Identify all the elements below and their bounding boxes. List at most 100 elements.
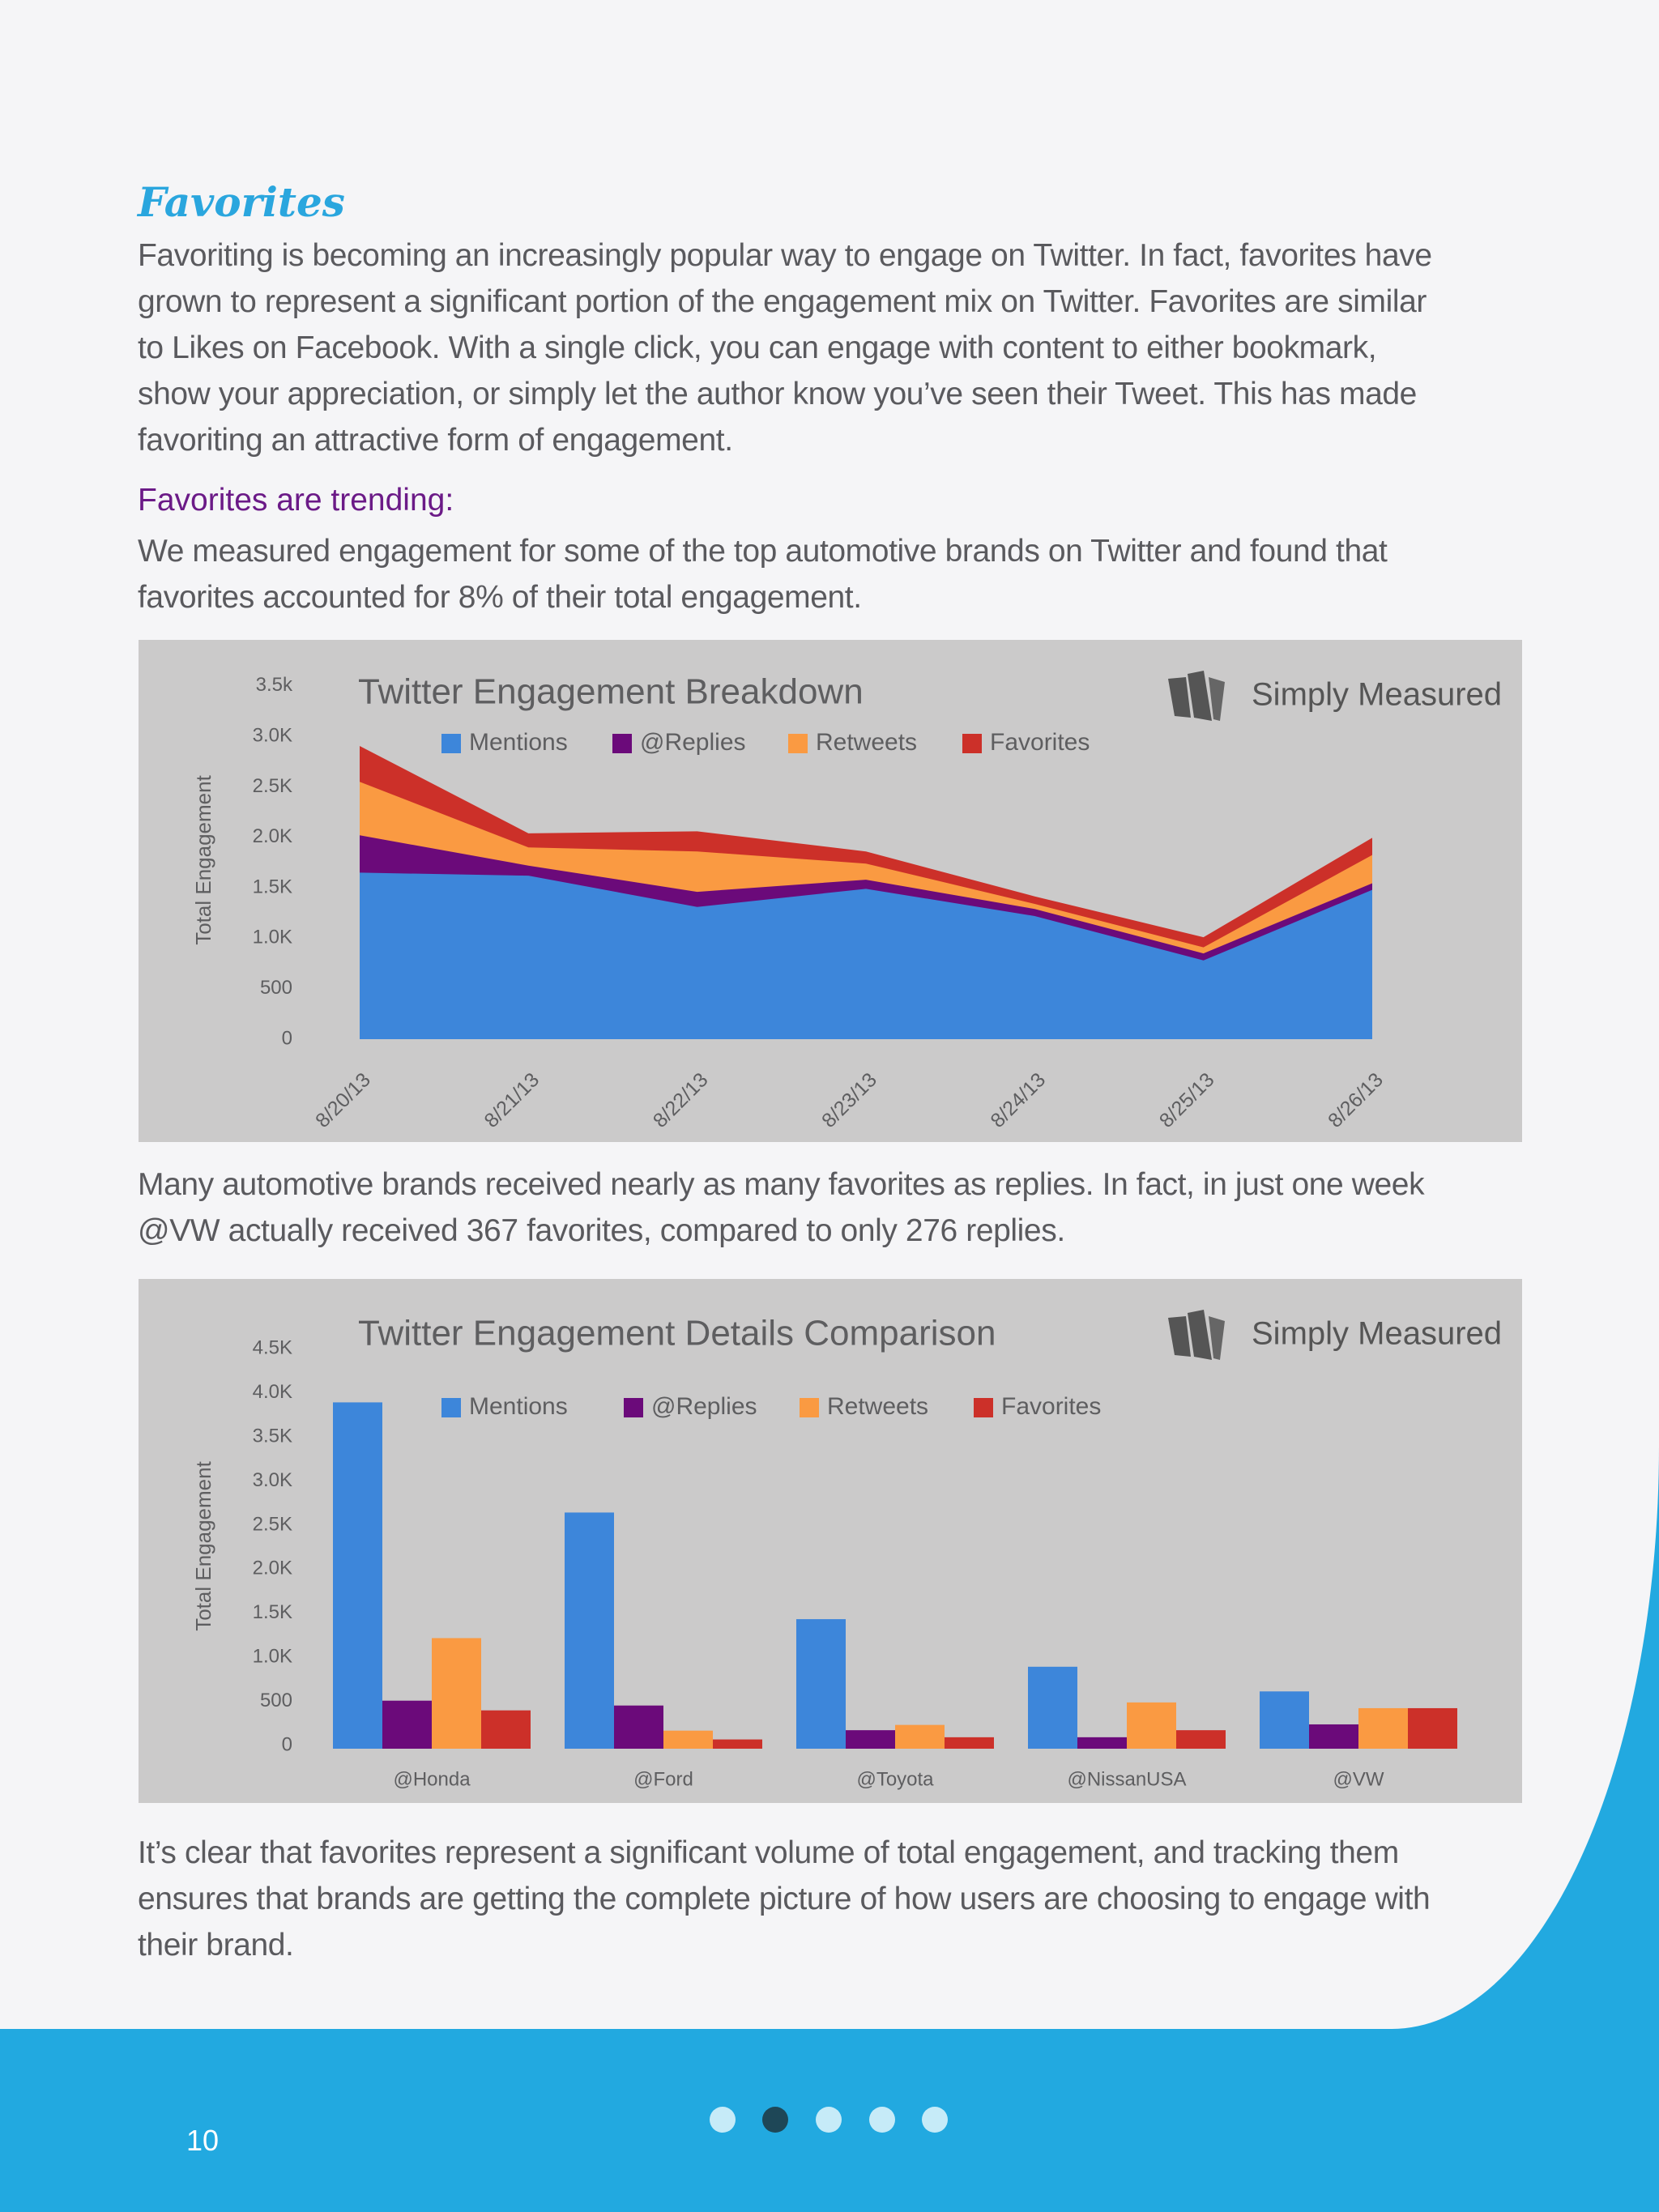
y-tick-label: 2.5K	[253, 1513, 292, 1535]
legend-swatch-retweets	[800, 1398, 819, 1417]
bar-ford-retweets	[663, 1730, 713, 1749]
bar-honda-mentions	[333, 1402, 382, 1749]
text-line: @VW actually received 367 favorites, com…	[138, 1213, 1065, 1248]
y-tick-label: 0	[282, 1733, 292, 1755]
bar-nissanusa-favorites	[1176, 1730, 1226, 1749]
page-dot-2-active[interactable]	[762, 2107, 788, 2133]
subheading: Favorites are trending:	[138, 483, 454, 518]
x-tick-label: 8/23/13	[817, 1068, 881, 1132]
bar-vw-favorites	[1408, 1707, 1457, 1749]
x-tick-label: 8/25/13	[1155, 1068, 1219, 1132]
y-tick-label: 2.5K	[253, 775, 292, 797]
logo-mark-icon	[1188, 671, 1212, 721]
bar-ford-replies	[614, 1705, 663, 1749]
x-tick-label: 8/20/13	[311, 1068, 375, 1132]
y-tick-label: 0	[282, 1027, 292, 1049]
closing-paragraph: It’s clear that favorites represent a si…	[138, 1830, 1431, 1968]
bar-honda-favorites	[481, 1710, 531, 1749]
chart-title: Twitter Engagement Details Comparison	[358, 1314, 996, 1353]
text-line: to Likes on Facebook. With a single clic…	[138, 330, 1377, 365]
x-tick-label: 8/24/13	[986, 1068, 1050, 1132]
legend-swatch-retweets	[788, 734, 808, 753]
y-tick-label: 500	[260, 1690, 292, 1711]
text-line: ensures that brands are getting the comp…	[138, 1882, 1431, 1916]
y-tick-label: 3.0K	[253, 725, 292, 747]
intro-paragraph: Favoriting is becoming an increasingly p…	[138, 232, 1432, 463]
y-tick-label: 4.0K	[253, 1381, 292, 1403]
text-line: favorites accounted for 8% of their tota…	[138, 580, 862, 615]
bar-vw-mentions	[1260, 1691, 1309, 1749]
logo-text: Simply Measured	[1252, 677, 1502, 713]
bar-ford-mentions	[565, 1512, 614, 1749]
logo-mark-icon	[1168, 677, 1191, 718]
legend-swatch-mentions	[441, 734, 461, 753]
text-line: Favoriting is becoming an increasingly p…	[138, 238, 1432, 273]
text-line: grown to represent a significant portion…	[138, 284, 1427, 319]
legend-swatch-favorites	[974, 1398, 993, 1417]
bar-ford-favorites	[713, 1739, 762, 1749]
bar-nissanusa-replies	[1077, 1737, 1127, 1749]
logo-mark-icon	[1209, 1316, 1225, 1360]
x-tick-label: @Ford	[633, 1768, 693, 1790]
y-tick-label: 2.0K	[253, 825, 292, 847]
engagement-comparison-chart: @Honda @Ford @Toyota @NissanUSA @VW Twitter E…	[139, 1279, 1522, 1803]
x-tick-label: 8/26/13	[1324, 1068, 1388, 1132]
simply-measured-logo	[1168, 671, 1225, 721]
legend-label: Mentions	[469, 729, 568, 756]
y-tick-label: 1.5K	[253, 876, 292, 897]
page-dot-5[interactable]	[922, 2107, 948, 2133]
y-tick-label: 3.5k	[256, 674, 293, 696]
x-tick-label: @Toyota	[856, 1768, 934, 1790]
text-line: their brand.	[138, 1928, 294, 1963]
y-tick-label: 2.0K	[253, 1558, 292, 1579]
bar-toyota-favorites	[945, 1737, 994, 1749]
legend-swatch-replies	[624, 1398, 643, 1417]
bar-nissanusa-mentions	[1028, 1666, 1077, 1749]
engagement-breakdown-chart: 8/20/13 8/21/13 8/22/13 8/23/13 8/24/13 8/25/…	[139, 640, 1522, 1142]
simply-measured-logo	[1168, 1310, 1225, 1360]
bar-chart-svg: @Honda @Ford @Toyota @NissanUSA @VW Twitter E…	[191, 1310, 1502, 1790]
section-title: Favorites	[138, 178, 345, 226]
x-tick-label: 8/22/13	[649, 1068, 713, 1132]
bar-nissanusa-retweets	[1127, 1702, 1176, 1749]
bar-toyota-retweets	[895, 1724, 945, 1749]
legend-label: @Replies	[651, 1393, 757, 1420]
bar-toyota-mentions	[796, 1619, 846, 1749]
text-line: show your appreciation, or simply let th…	[138, 377, 1417, 411]
y-tick-label: 3.0K	[253, 1469, 292, 1491]
page-dot-3[interactable]	[816, 2107, 842, 2133]
bar-honda-retweets	[432, 1638, 481, 1749]
text-line: Many automotive brands received nearly a…	[138, 1167, 1425, 1202]
x-tick-label: @VW	[1333, 1768, 1384, 1790]
legend-swatch-favorites	[962, 734, 982, 753]
chart-title: Twitter Engagement Breakdown	[358, 672, 864, 712]
y-axis-label: Total Engagement	[191, 774, 215, 944]
page-dot-1[interactable]	[710, 2107, 736, 2133]
bar-vw-replies	[1309, 1724, 1358, 1749]
legend-label: @Replies	[640, 729, 746, 756]
legend-label: Favorites	[990, 729, 1090, 756]
trend-paragraph: We measured engagement for some of the t…	[138, 528, 1388, 620]
x-tick-label: @NissanUSA	[1067, 1768, 1186, 1790]
y-axis-label: Total Engagement	[191, 1460, 215, 1630]
logo-mark-icon	[1209, 677, 1225, 721]
x-tick-label: @Honda	[393, 1768, 471, 1790]
legend-label: Favorites	[1001, 1393, 1101, 1420]
x-tick-label: 8/21/13	[480, 1068, 544, 1132]
y-tick-label: 3.5K	[253, 1426, 292, 1447]
text-line: favoriting an attractive form of engagem…	[138, 423, 733, 458]
y-tick-label: 500	[260, 977, 292, 999]
legend-swatch-mentions	[441, 1398, 461, 1417]
logo-text: Simply Measured	[1252, 1316, 1502, 1352]
legend-label: Retweets	[827, 1393, 928, 1420]
area-chart-svg: 8/20/13 8/21/13 8/22/13 8/23/13 8/24/13 8/25/…	[191, 671, 1502, 1132]
text-line: It’s clear that favorites represent a si…	[138, 1835, 1399, 1870]
y-tick-label: 1.5K	[253, 1601, 292, 1623]
logo-mark-icon	[1188, 1310, 1212, 1360]
y-tick-label: 1.0K	[253, 927, 292, 948]
page-dot-4[interactable]	[869, 2107, 895, 2133]
legend-label: Retweets	[816, 729, 917, 756]
y-tick-label: 4.5K	[253, 1337, 292, 1359]
legend-swatch-replies	[612, 734, 632, 753]
page-number: 10	[186, 2124, 220, 2157]
